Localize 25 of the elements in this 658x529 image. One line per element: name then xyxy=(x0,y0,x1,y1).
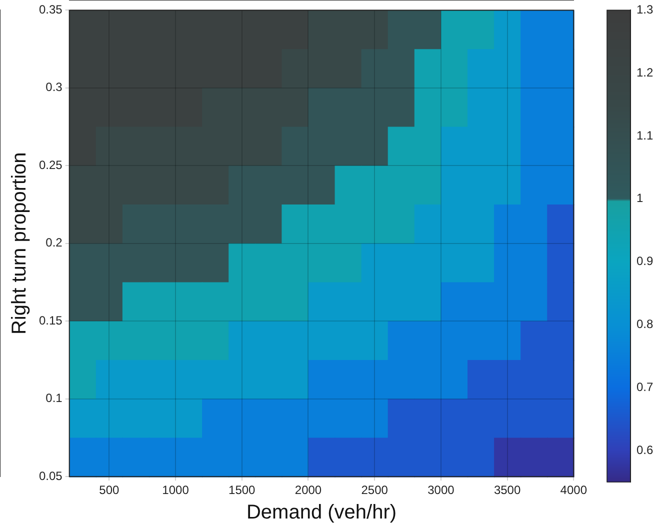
color-bar-label: 0.9 xyxy=(636,254,654,268)
y-tick-label: 0.25 xyxy=(38,158,63,172)
y-tick-label: 0.1 xyxy=(46,391,63,406)
y-axis-title: Right turn proportion xyxy=(8,152,31,335)
color-bar-label: 1 xyxy=(636,191,644,206)
x-tick-label: 500 xyxy=(99,483,120,498)
color-bar-label: 0.7 xyxy=(636,380,654,394)
y-tick-label: 0.15 xyxy=(38,313,63,328)
color-bar-label: 0.8 xyxy=(636,317,654,332)
y-tick-label: 0.3 xyxy=(46,80,63,94)
x-tick-label: 4000 xyxy=(560,483,588,498)
color-bar-label: 0.6 xyxy=(636,442,654,457)
x-tick-label: 1500 xyxy=(228,483,256,498)
color-bar-label: 1.3 xyxy=(636,2,654,17)
x-tick-label: 2000 xyxy=(294,483,322,498)
color-bar-label: 1.1 xyxy=(636,128,654,142)
y-tick-label: 0.35 xyxy=(38,2,63,17)
x-axis-title: Demand (veh/hr) xyxy=(246,502,397,524)
x-tick-label: 1000 xyxy=(162,483,190,498)
color-bar-label: 1.2 xyxy=(636,65,654,80)
y-tick-label: 0.05 xyxy=(38,468,63,483)
x-tick-label: 3500 xyxy=(494,483,521,498)
x-tick-label: 2500 xyxy=(361,483,388,498)
y-tick-label: 0.2 xyxy=(46,236,63,250)
x-tick-label: 3000 xyxy=(428,483,455,498)
